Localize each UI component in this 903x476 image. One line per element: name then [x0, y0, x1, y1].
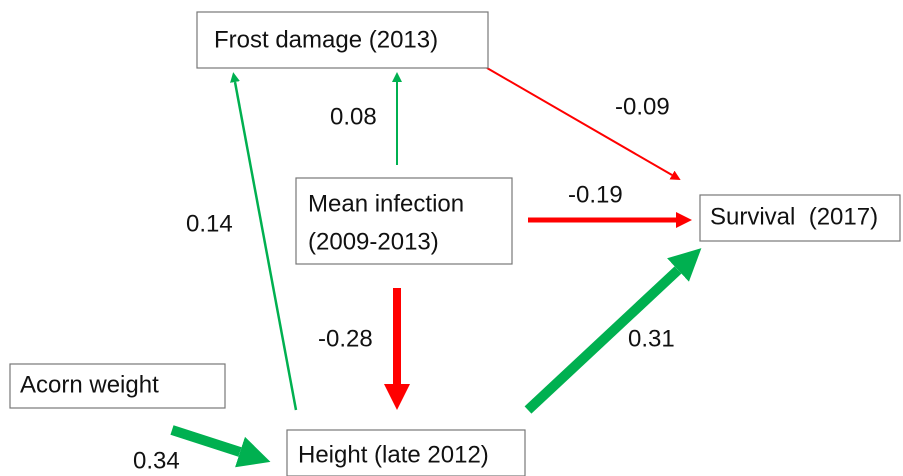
- edge-label: 0.14: [186, 210, 233, 237]
- edge-label: -0.28: [318, 325, 373, 352]
- arrow: [524, 248, 702, 414]
- node-label: Height (late 2012): [298, 441, 489, 468]
- edge-label: 0.08: [330, 103, 377, 130]
- node-box: [699, 194, 901, 242]
- node-box: [196, 11, 489, 69]
- node-box: [9, 363, 226, 409]
- node-label: Acorn weight: [20, 371, 159, 398]
- edge-label: 0.34: [133, 447, 180, 474]
- node-label: Survival (2017): [710, 203, 878, 230]
- node-label: Frost damage (2013): [214, 26, 438, 53]
- edge-label: -0.19: [568, 181, 623, 208]
- edge-label: 0.31: [628, 325, 675, 352]
- arrow: [230, 72, 298, 411]
- arrow: [170, 425, 271, 468]
- edge-label: -0.09: [615, 93, 670, 120]
- node-label: Mean infection: [308, 190, 464, 217]
- node-label: (2009-2013): [308, 228, 439, 255]
- arrow: [486, 67, 681, 181]
- node-box: [295, 177, 513, 265]
- node-box: [286, 429, 526, 476]
